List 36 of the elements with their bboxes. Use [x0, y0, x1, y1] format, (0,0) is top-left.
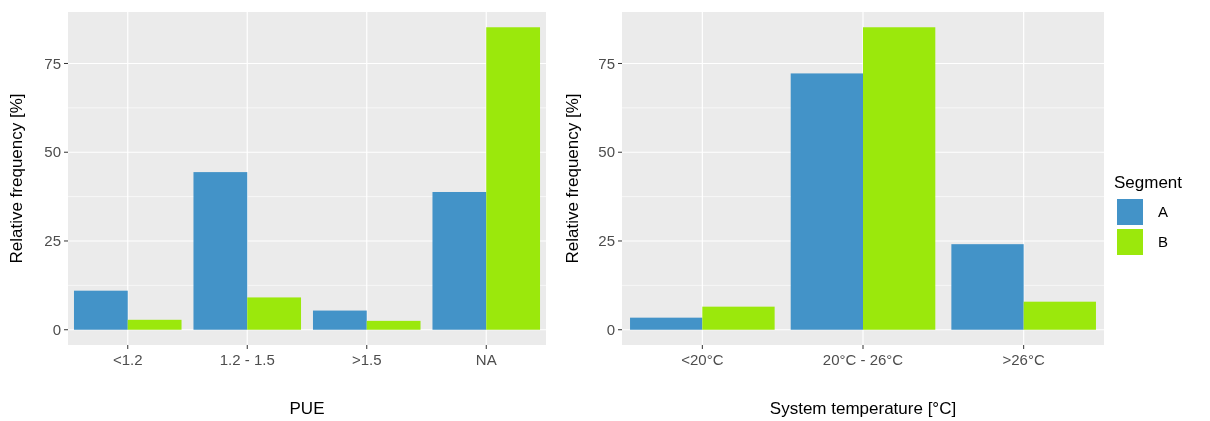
- y-tick-label: 25: [44, 232, 61, 250]
- bar: [486, 27, 541, 330]
- x-tick-label: >26°C: [1002, 351, 1045, 368]
- y-tick-label: 0: [606, 320, 615, 338]
- bar: [366, 320, 421, 330]
- legend-label: B: [1158, 233, 1169, 251]
- legend-title: Segment: [1114, 173, 1183, 192]
- y-tick-label: 50: [44, 143, 61, 161]
- bar: [863, 27, 936, 330]
- y-tick-label: 25: [598, 232, 615, 250]
- x-axis-title: System temperature [°C]: [769, 399, 957, 418]
- x-axis-title: PUE: [289, 399, 325, 418]
- bar: [630, 317, 703, 330]
- x-tick-label: <20°C: [681, 351, 724, 368]
- bar: [790, 73, 863, 330]
- x-tick-label: 20°C - 26°C: [822, 351, 904, 368]
- bar: [951, 244, 1024, 330]
- bar: [73, 290, 128, 330]
- bar: [312, 310, 367, 330]
- bar: [247, 297, 302, 330]
- y-tick-label: 75: [44, 54, 61, 72]
- y-axis-title: Relative frequency [%]: [563, 93, 582, 264]
- legend-label: A: [1158, 203, 1169, 221]
- x-tick-label: 1.2 - 1.5: [219, 351, 275, 368]
- bar: [702, 306, 775, 330]
- x-tick-label: NA: [475, 351, 497, 368]
- bar: [193, 172, 248, 330]
- bar: [432, 191, 487, 330]
- y-axis-title: Relative frequency [%]: [7, 93, 26, 264]
- bar: [127, 319, 182, 330]
- y-tick-label: 0: [52, 320, 61, 338]
- x-tick-label: >1.5: [351, 351, 382, 368]
- y-tick-label: 75: [598, 54, 615, 72]
- x-tick-label: <1.2: [112, 351, 143, 368]
- bar: [1023, 301, 1096, 330]
- y-tick-label: 50: [598, 143, 615, 161]
